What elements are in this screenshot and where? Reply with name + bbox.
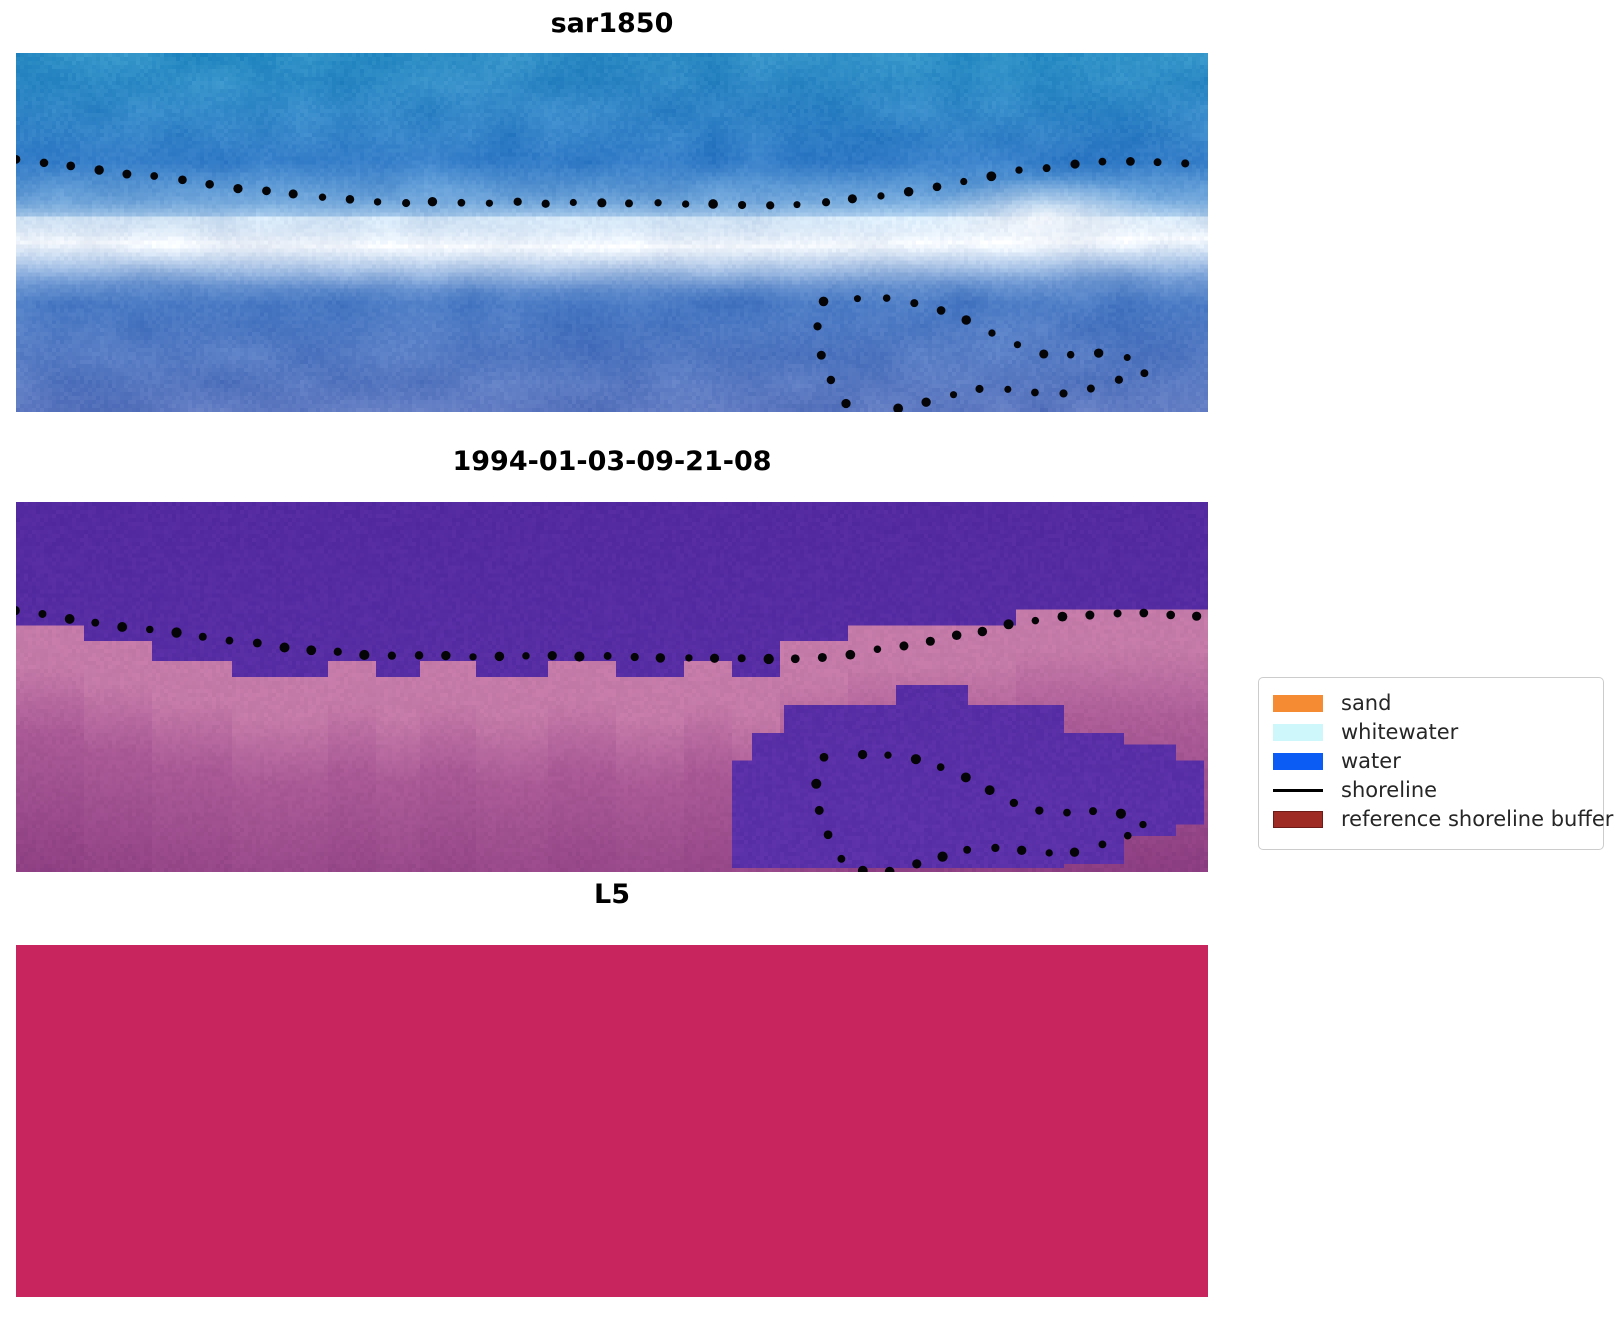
l5-pixel-raster: [16, 945, 1208, 1297]
shoreline-line-swatch: [1273, 782, 1323, 799]
sar-pixel-raster: [16, 53, 1208, 412]
whitewater-color-swatch: [1273, 724, 1323, 741]
panel-title-sar: sar1850: [550, 8, 674, 39]
reference-buffer-color-swatch: [1273, 811, 1323, 828]
legend-item-sand: sand: [1273, 689, 1591, 718]
panel-image-l5: [16, 945, 1208, 1297]
panel-title-l5: L5: [594, 879, 630, 910]
legend-item-water: water: [1273, 747, 1591, 776]
legend-label-whitewater: whitewater: [1341, 720, 1459, 744]
panel-image-classification: [16, 502, 1208, 872]
legend-label-shoreline: shoreline: [1341, 778, 1438, 802]
water-color-swatch: [1273, 753, 1323, 770]
legend-item-shoreline: shoreline: [1273, 776, 1591, 805]
classification-pixel-raster: [16, 502, 1208, 872]
legend-item-reference-buffer: reference shoreline buffer: [1273, 805, 1613, 834]
panel-title-classification: 1994-01-03-09-21-08: [452, 446, 772, 477]
legend-label-sand: sand: [1341, 691, 1392, 715]
legend-label-water: water: [1341, 749, 1401, 773]
legend-label-reference-buffer: reference shoreline buffer: [1341, 807, 1614, 831]
legend-item-whitewater: whitewater: [1273, 718, 1591, 747]
sar-shoreline-overlay: [16, 154, 1190, 412]
l5-shoreline-overlay: [16, 945, 1208, 1297]
sand-color-swatch: [1273, 695, 1323, 712]
legend: sand whitewater water shoreline referenc…: [1258, 677, 1613, 850]
panel-image-sar: [16, 53, 1208, 412]
classification-shoreline-overlay: [16, 606, 1202, 872]
